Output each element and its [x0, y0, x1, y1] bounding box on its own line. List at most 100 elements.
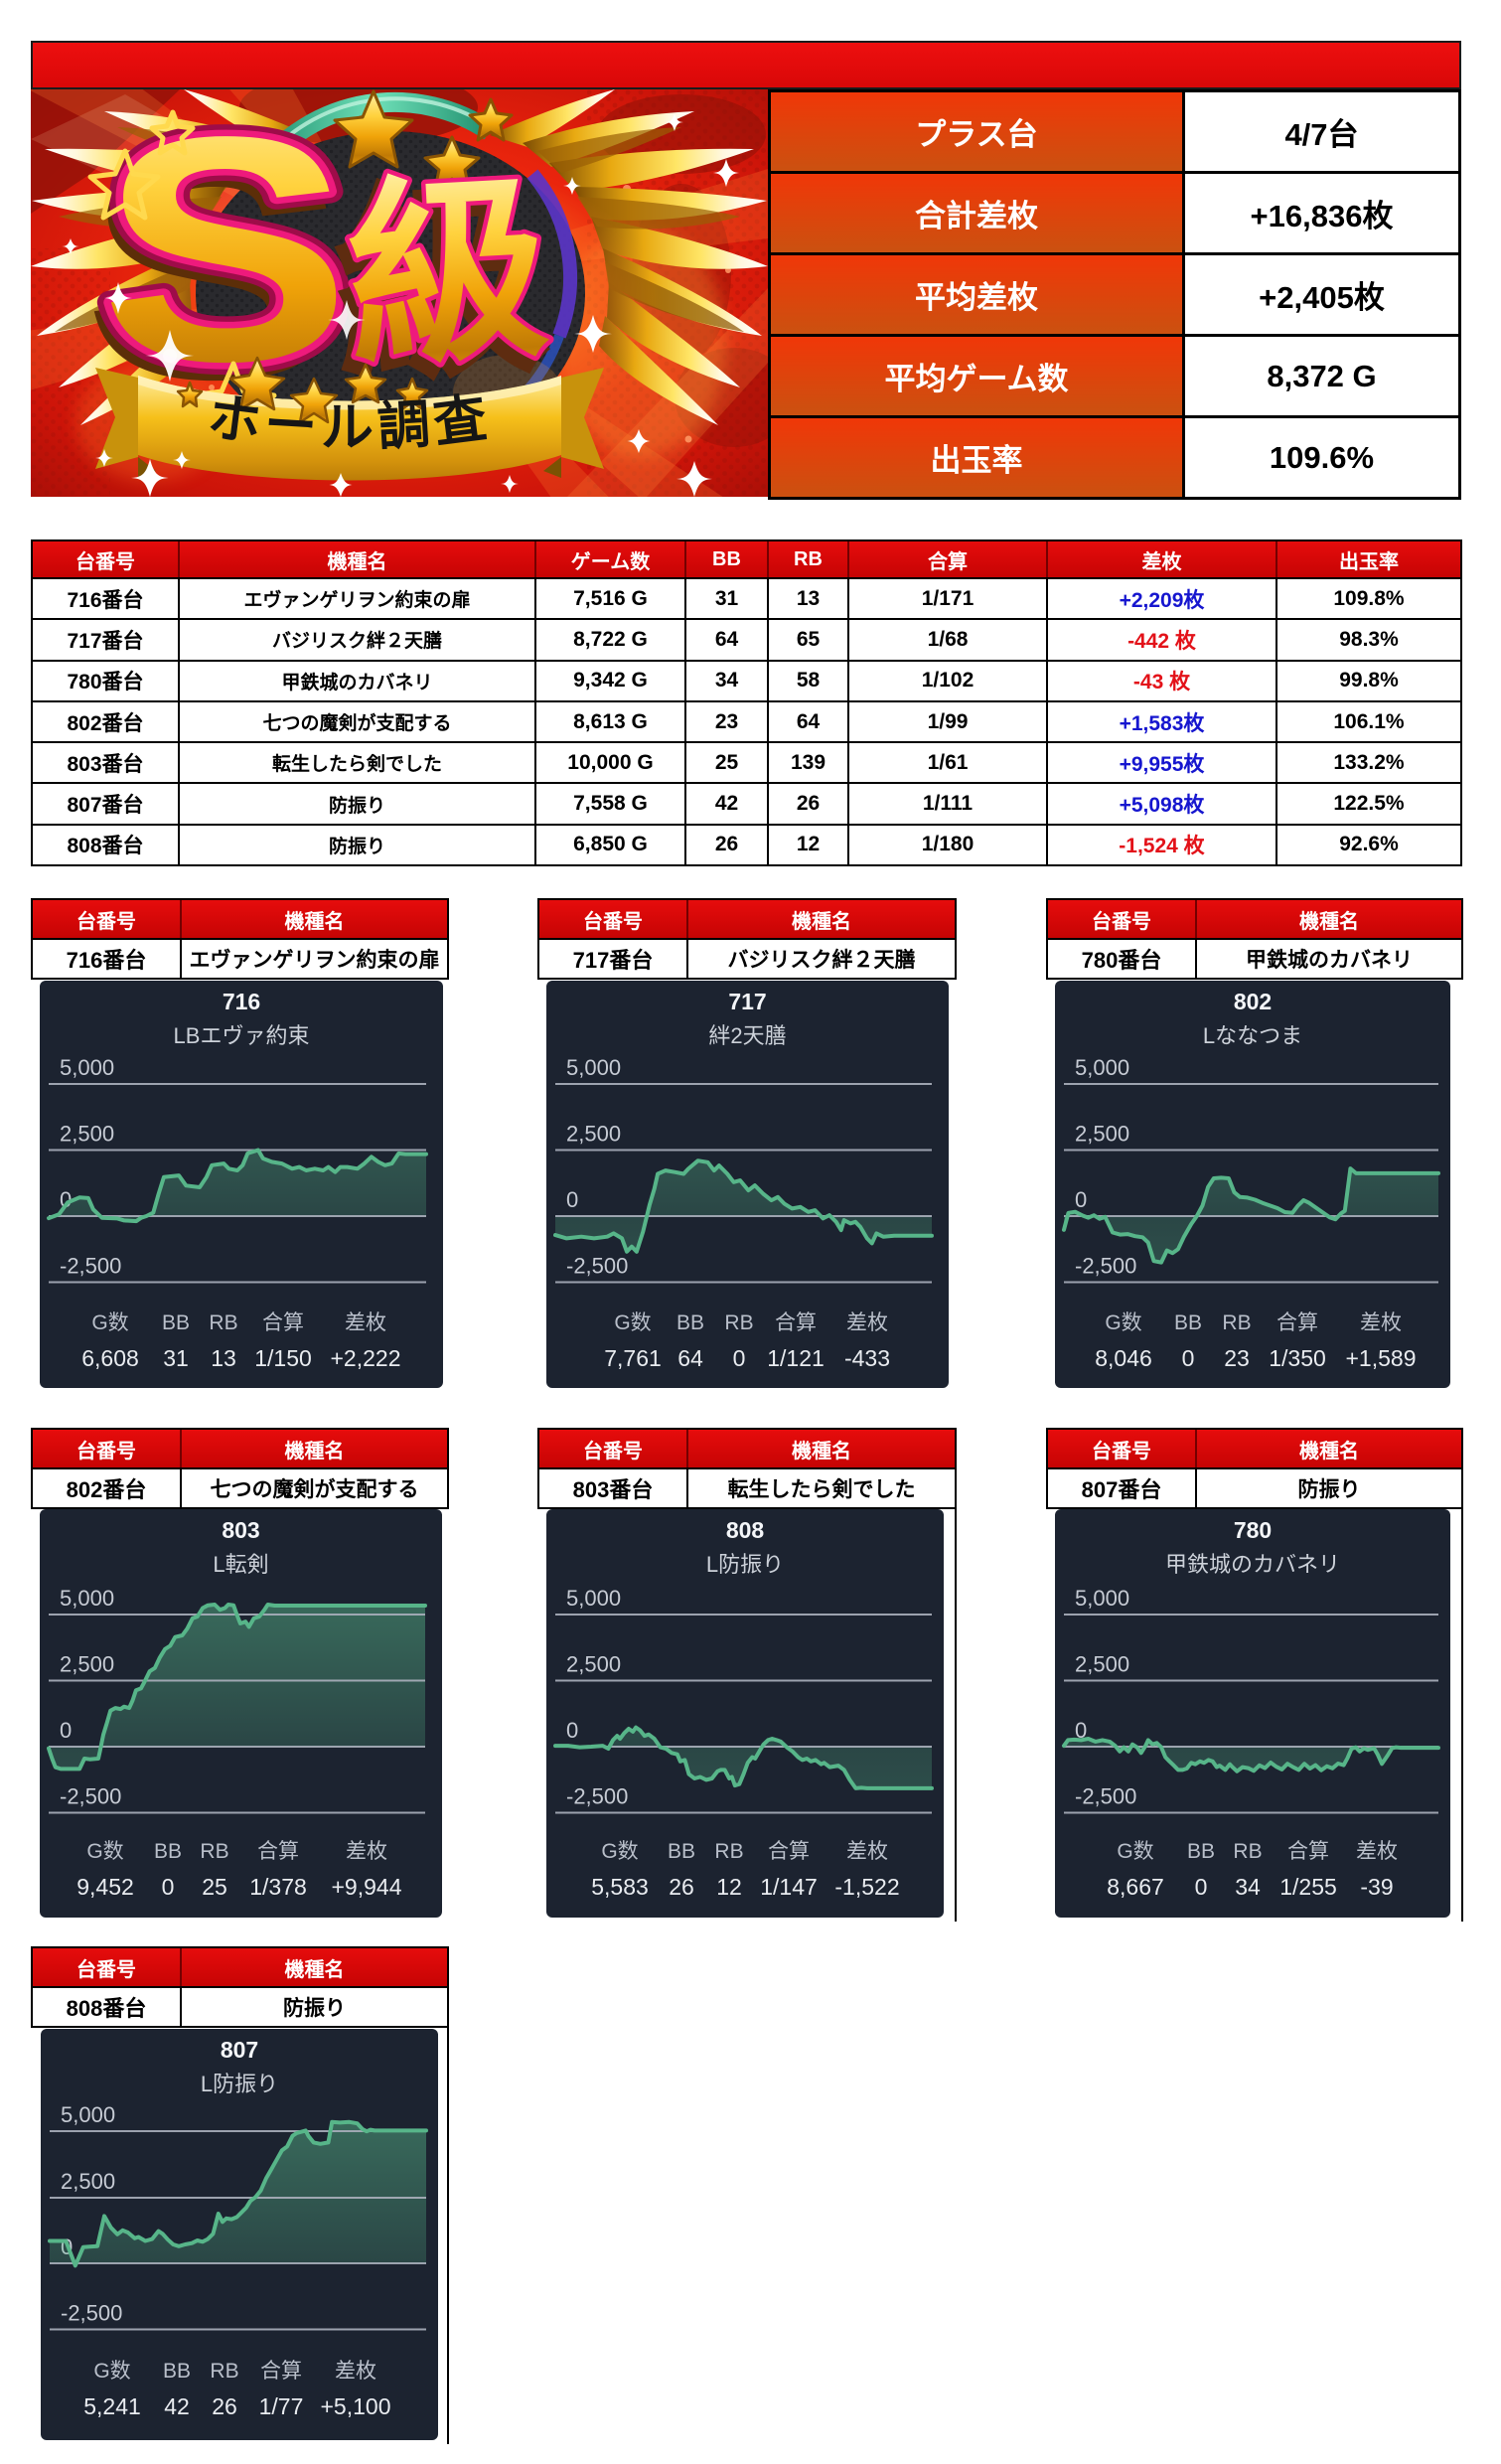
svg-text:23: 23 [1224, 1345, 1250, 1371]
svg-text:42: 42 [164, 2393, 190, 2419]
svg-text:5,000: 5,000 [61, 2102, 115, 2127]
svg-text:8,667: 8,667 [1107, 1874, 1164, 1900]
svg-text:1/378: 1/378 [249, 1874, 307, 1900]
svg-text:差枚: 差枚 [846, 1311, 888, 1334]
svg-text:+9,944: +9,944 [332, 1874, 402, 1900]
svg-text:S: S [100, 89, 351, 428]
svg-text:LBエヴァ約束: LBエヴァ約束 [174, 1023, 310, 1048]
svg-text:1/77: 1/77 [259, 2393, 304, 2419]
svg-text:BB: BB [1174, 1311, 1202, 1334]
svg-text:1/121: 1/121 [767, 1345, 825, 1371]
svg-text:2,500: 2,500 [1075, 1122, 1129, 1147]
svg-text:ホール調査: ホール調査 [205, 388, 495, 457]
svg-text:9,452: 9,452 [76, 1874, 134, 1900]
svg-text:5,000: 5,000 [1075, 1055, 1129, 1080]
svg-text:64: 64 [677, 1345, 703, 1371]
svg-text:G数: G数 [614, 1311, 651, 1334]
svg-text:0: 0 [566, 1718, 578, 1743]
svg-text:G数: G数 [93, 2360, 130, 2383]
svg-text:RB: RB [209, 1311, 237, 1334]
svg-text:808: 808 [726, 1517, 765, 1543]
svg-text:5,000: 5,000 [60, 1586, 114, 1611]
svg-text:-39: -39 [1360, 1874, 1393, 1900]
svg-text:0: 0 [1195, 1874, 1208, 1900]
svg-text:8,046: 8,046 [1095, 1345, 1152, 1371]
svg-text:-2,500: -2,500 [566, 1254, 628, 1279]
svg-text:合算: 合算 [1276, 1311, 1318, 1334]
svg-text:2,500: 2,500 [60, 1122, 114, 1147]
svg-text:Lななつま: Lななつま [1203, 1023, 1302, 1048]
svg-text:+5,100: +5,100 [321, 2393, 391, 2419]
svg-text:5,583: 5,583 [591, 1874, 649, 1900]
svg-text:2,500: 2,500 [61, 2169, 115, 2194]
svg-text:2,500: 2,500 [566, 1652, 621, 1677]
svg-text:RB: RB [1222, 1311, 1251, 1334]
svg-text:G数: G数 [86, 1840, 123, 1863]
svg-text:0: 0 [1182, 1345, 1195, 1371]
svg-text:34: 34 [1235, 1874, 1261, 1900]
svg-text:S: S [90, 89, 341, 441]
svg-text:-2,500: -2,500 [1075, 1784, 1136, 1809]
svg-text:合算: 合算 [768, 1840, 810, 1863]
svg-text:合算: 合算 [260, 2360, 302, 2383]
svg-text:RB: RB [714, 1840, 743, 1863]
svg-text:1/147: 1/147 [760, 1874, 818, 1900]
svg-text:-433: -433 [844, 1345, 890, 1371]
svg-text:802: 802 [1234, 989, 1272, 1014]
svg-text:25: 25 [202, 1874, 227, 1900]
svg-text:G数: G数 [1105, 1311, 1141, 1334]
svg-text:差枚: 差枚 [1360, 1311, 1402, 1334]
svg-text:717: 717 [728, 989, 766, 1014]
svg-text:差枚: 差枚 [346, 1840, 387, 1863]
svg-text:絆2天膳: 絆2天膳 [708, 1023, 786, 1048]
svg-text:716: 716 [223, 989, 260, 1014]
svg-text:G数: G数 [91, 1311, 128, 1334]
svg-text:L防振り: L防振り [201, 2072, 278, 2096]
svg-text:2,500: 2,500 [566, 1122, 621, 1147]
svg-text:-2,500: -2,500 [61, 2301, 122, 2326]
svg-text:2,500: 2,500 [60, 1652, 114, 1677]
svg-text:合算: 合算 [262, 1311, 304, 1334]
svg-text:合算: 合算 [257, 1840, 299, 1863]
svg-text:2,500: 2,500 [1075, 1652, 1129, 1677]
svg-text:差枚: 差枚 [846, 1840, 888, 1863]
svg-text:L防振り: L防振り [706, 1552, 784, 1577]
svg-text:803: 803 [222, 1517, 259, 1543]
svg-text:7,761: 7,761 [604, 1345, 662, 1371]
svg-text:BB: BB [154, 1840, 182, 1863]
svg-text:26: 26 [212, 2393, 237, 2419]
svg-text:差枚: 差枚 [1356, 1840, 1398, 1863]
svg-text:合算: 合算 [775, 1311, 817, 1334]
svg-text:+2,222: +2,222 [331, 1345, 401, 1371]
svg-text:BB: BB [1187, 1840, 1215, 1863]
svg-text:5,241: 5,241 [83, 2393, 141, 2419]
svg-text:+1,589: +1,589 [1346, 1345, 1417, 1371]
svg-text:5,000: 5,000 [566, 1586, 621, 1611]
svg-text:5,000: 5,000 [60, 1055, 114, 1080]
svg-text:780: 780 [1234, 1517, 1272, 1543]
svg-text:RB: RB [200, 1840, 228, 1863]
svg-text:12: 12 [716, 1874, 742, 1900]
svg-text:0: 0 [162, 1874, 175, 1900]
svg-text:1/350: 1/350 [1269, 1345, 1326, 1371]
svg-text:差枚: 差枚 [335, 2360, 376, 2383]
svg-text:甲鉄城のカバネリ: 甲鉄城のカバネリ [1165, 1552, 1340, 1577]
svg-text:L転剣: L転剣 [213, 1552, 268, 1577]
svg-text:-2,500: -2,500 [60, 1784, 121, 1809]
svg-text:BB: BB [668, 1840, 695, 1863]
svg-text:0: 0 [566, 1187, 578, 1212]
svg-text:-1,522: -1,522 [834, 1874, 899, 1900]
svg-text:-2,500: -2,500 [566, 1784, 628, 1809]
svg-text:31: 31 [163, 1345, 189, 1371]
svg-text:-2,500: -2,500 [60, 1254, 121, 1279]
svg-text:G数: G数 [601, 1840, 638, 1863]
svg-text:1/255: 1/255 [1279, 1874, 1337, 1900]
svg-text:BB: BB [162, 1311, 190, 1334]
svg-text:級: 級 [343, 158, 552, 389]
svg-text:BB: BB [163, 2360, 191, 2383]
svg-text:0: 0 [1075, 1187, 1087, 1212]
svg-text:6,608: 6,608 [81, 1345, 139, 1371]
svg-text:合算: 合算 [1287, 1840, 1329, 1863]
svg-text:26: 26 [669, 1874, 694, 1900]
svg-text:807: 807 [221, 2037, 258, 2063]
